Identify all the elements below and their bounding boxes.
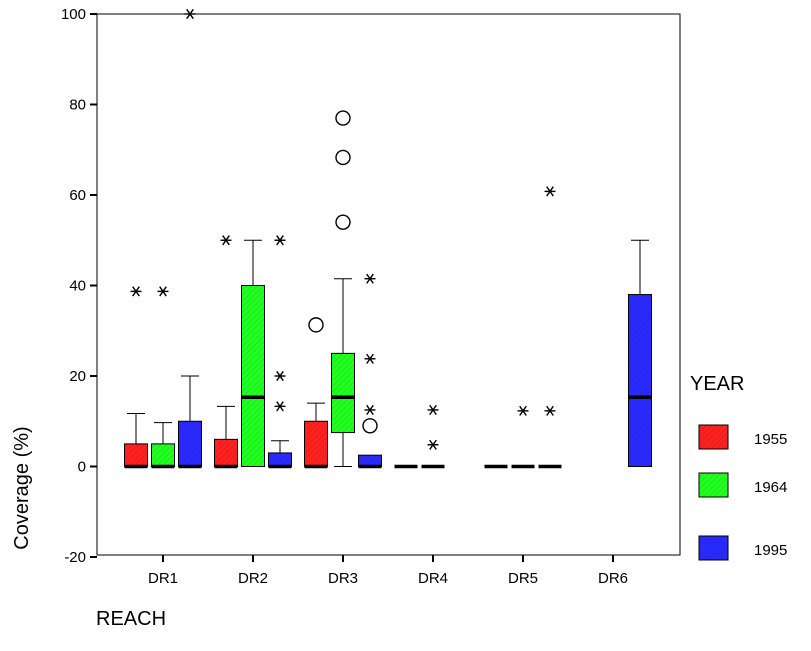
extreme-point (364, 273, 376, 284)
extreme-point (427, 404, 439, 416)
extreme-point (274, 401, 286, 412)
plot-frame (96, 13, 681, 556)
y-tick-label: 80 (69, 97, 86, 114)
extreme-point (157, 286, 169, 297)
box-rect (268, 452, 292, 467)
extreme-point (364, 353, 376, 364)
box-DR1-1964 (151, 422, 175, 469)
box-DR2-1995 (268, 440, 292, 469)
extreme-point (544, 405, 556, 416)
legend-title: YEAR (690, 373, 744, 395)
outlier-point (335, 149, 351, 166)
y-tick-label: -20 (64, 549, 86, 566)
legend-label-1964: 1964 (754, 479, 787, 496)
box-DR3-1995 (358, 454, 382, 469)
box-rect (304, 420, 328, 467)
box-DR3-1964 (331, 278, 355, 467)
extreme-point (364, 404, 376, 416)
extreme-point (130, 286, 142, 297)
extreme-point (517, 405, 529, 416)
legend-swatch-1964 (698, 472, 729, 498)
x-tick-label: DR3 (328, 570, 358, 587)
extreme-point (274, 370, 286, 382)
box-DR2-1955 (214, 405, 238, 469)
box-rect (331, 352, 355, 434)
x-tick-label: DR6 (598, 570, 628, 587)
box-rect (124, 443, 148, 467)
extreme-point (220, 235, 232, 246)
y-tick-label: 100 (61, 6, 86, 23)
extreme-point (184, 8, 196, 20)
x-tick-label: DR5 (508, 570, 538, 587)
x-tick-label: DR2 (238, 570, 268, 587)
extreme-point (427, 439, 439, 450)
outlier-point (308, 317, 324, 333)
box-DR3-1955 (304, 402, 328, 469)
outlier-point (362, 418, 378, 434)
y-tick-label: 0 (78, 459, 86, 476)
y-axis-title: Coverage (%) (11, 426, 33, 549)
legend-label-1995: 1995 (754, 542, 787, 559)
x-axis-title: REACH (96, 608, 166, 630)
y-tick-label: 20 (69, 368, 86, 385)
box-DR1-1995 (178, 375, 202, 469)
box-DR6-1995 (628, 239, 652, 467)
box-rect (178, 420, 202, 467)
legend-swatch-1995 (698, 535, 729, 561)
outlier-point (335, 214, 351, 230)
legend-swatch-1955 (698, 424, 729, 450)
x-tick-label: DR1 (148, 570, 178, 587)
box-DR1-1955 (124, 413, 148, 469)
outlier-point (335, 110, 351, 126)
legend-label-1955: 1955 (754, 431, 787, 448)
box-rect (628, 294, 652, 467)
y-tick-label: 40 (69, 278, 86, 295)
extreme-point (274, 235, 286, 246)
box-DR2-1964 (241, 239, 265, 467)
y-tick-label: 60 (69, 187, 86, 204)
x-tick-label: DR4 (418, 570, 448, 587)
box-rect (241, 285, 265, 467)
box-rect (151, 443, 175, 467)
box-rect (214, 438, 238, 468)
extreme-point (544, 186, 556, 197)
